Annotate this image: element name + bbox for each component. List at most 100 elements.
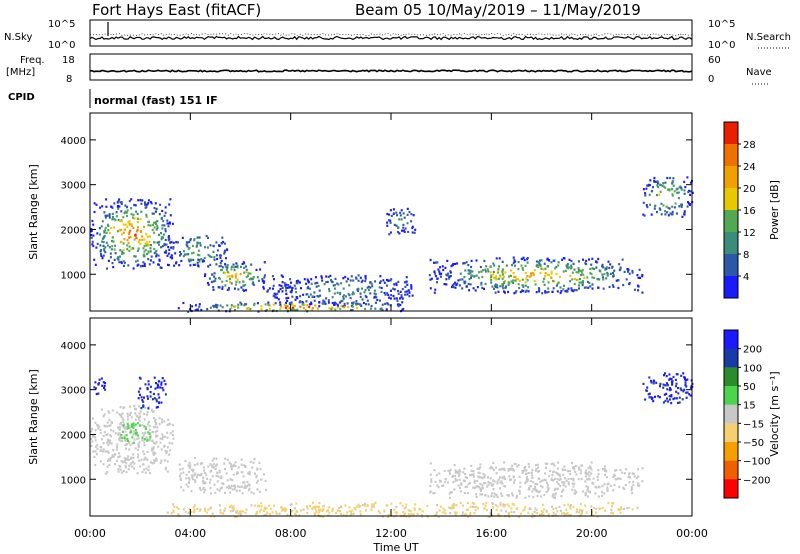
echo-cell [185, 243, 188, 246]
echo-cell [122, 223, 125, 226]
cpid-value: normal (fast) 151 IF [94, 94, 218, 107]
echo-cell [252, 275, 255, 279]
echo-cell [686, 205, 689, 208]
echo-cell [247, 489, 250, 492]
echo-cell [323, 283, 326, 286]
echo-cell [153, 231, 156, 234]
echo-cell [401, 297, 404, 300]
echo-cell [133, 255, 136, 258]
echo-cell [434, 288, 437, 291]
echo-cell [449, 507, 452, 510]
echo-cell [273, 504, 275, 507]
echo-cell [566, 266, 569, 269]
echo-cell [93, 258, 96, 261]
echo-cell [464, 281, 467, 284]
echo-cell [152, 221, 155, 224]
echo-cell [255, 513, 258, 516]
echo-cell [274, 296, 277, 299]
echo-cell [167, 239, 170, 242]
echo-cell [224, 284, 227, 287]
echo-cell [641, 467, 644, 470]
echo-cell [601, 263, 604, 266]
echo-cell [187, 512, 190, 515]
echo-cell [683, 376, 686, 379]
echo-cell [95, 392, 98, 396]
echo-cell [145, 215, 148, 218]
echo-cell [232, 507, 235, 510]
echo-cell [536, 483, 538, 486]
echo-cell [238, 489, 241, 492]
echo-cell [357, 279, 360, 282]
echo-cell [682, 372, 685, 375]
echo-cell [143, 253, 145, 256]
echo-cell [606, 486, 609, 489]
echo-cell [511, 468, 514, 471]
echo-cell [231, 276, 234, 279]
echo-cell [568, 470, 571, 473]
echo-cell [310, 278, 313, 281]
echo-cell [661, 184, 664, 187]
nave-tick-top: 60 [708, 55, 721, 66]
echo-cell [195, 476, 198, 479]
echo-cell [252, 281, 255, 284]
echo-cell [562, 468, 564, 472]
echo-cell [489, 467, 492, 470]
echo-cell [94, 450, 97, 453]
echo-cell [126, 205, 128, 208]
echo-cell [447, 272, 450, 275]
echo-cell [192, 478, 194, 481]
echo-cell [306, 304, 309, 307]
echo-cell [607, 482, 610, 485]
echo-cell [119, 406, 122, 409]
echo-cell [351, 305, 354, 308]
echo-cell [491, 484, 494, 487]
echo-cell [92, 450, 95, 453]
echo-cell [590, 468, 593, 471]
echo-cell [123, 264, 125, 267]
echo-cell [571, 271, 574, 274]
echo-cell [572, 485, 575, 488]
echo-cell [496, 505, 499, 508]
echo-cell [234, 486, 237, 489]
echo-cell [494, 493, 497, 496]
echo-cell [349, 279, 352, 282]
echo-cell [291, 295, 294, 298]
echo-cell [224, 491, 226, 495]
echo-cell [567, 514, 570, 517]
echo-cell [238, 510, 241, 513]
echo-cell [238, 281, 241, 284]
echo-cell [438, 270, 441, 273]
echo-cell [457, 279, 460, 282]
echo-cell [184, 460, 187, 463]
echo-cell [572, 505, 575, 508]
echo-cell [191, 476, 194, 479]
echo-cell [156, 241, 159, 244]
echo-cell [113, 453, 116, 456]
echo-cell [636, 274, 639, 277]
echo-cell [572, 290, 575, 293]
echo-cell [570, 477, 573, 481]
echo-cell [473, 275, 476, 278]
colorbar-segment [724, 188, 738, 211]
echo-cell [631, 508, 634, 511]
echo-cell [442, 511, 445, 514]
echo-cell [293, 308, 296, 311]
echo-cell [159, 203, 162, 206]
echo-cell [515, 507, 518, 510]
echo-cell [565, 479, 568, 482]
echo-cell [655, 180, 658, 183]
echo-cell [638, 268, 641, 271]
echo-cell [497, 270, 500, 273]
echo-cell [325, 281, 328, 284]
echo-cell [260, 505, 263, 508]
echo-cell [466, 491, 469, 495]
echo-cell [562, 484, 565, 487]
echo-cell [104, 388, 107, 391]
echo-cell [460, 483, 463, 486]
echo-cell [221, 285, 224, 288]
echo-cell [245, 486, 248, 489]
echo-cell [128, 458, 131, 461]
echo-cell [288, 307, 291, 310]
echo-cell [477, 475, 480, 478]
echo-cell [451, 284, 454, 287]
